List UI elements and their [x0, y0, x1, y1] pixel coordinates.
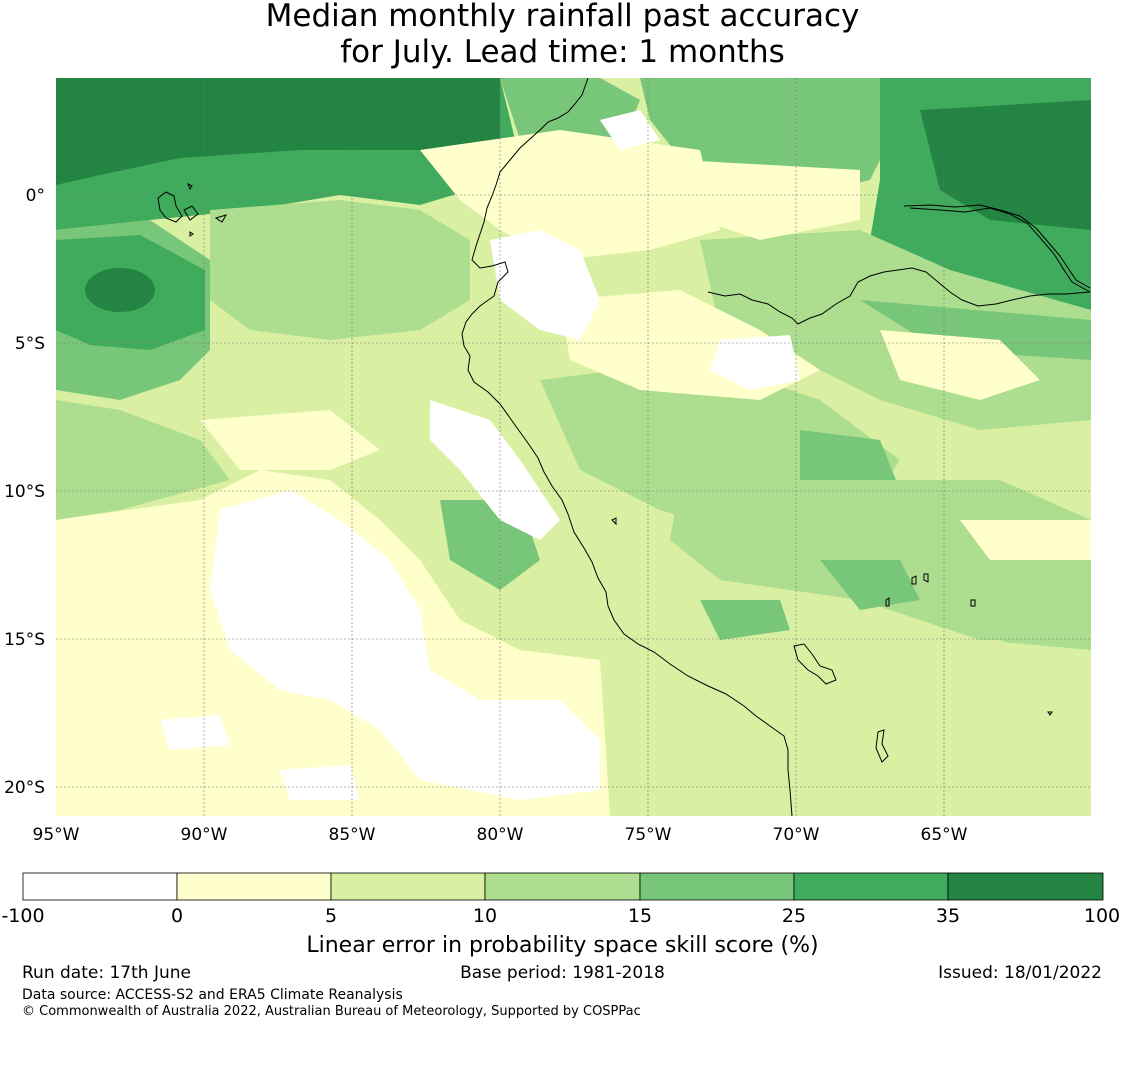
colorbar	[22, 872, 1104, 901]
river-lines	[707, 204, 1091, 325]
colorbar-tick: 10	[473, 905, 497, 927]
chart-title-line-2: for July. Lead time: 1 months	[340, 34, 785, 70]
lon-label: 65°W	[921, 825, 968, 845]
lat-label: 15°S	[4, 630, 45, 650]
colorbar-tick: 100	[1084, 905, 1120, 927]
colorbar-tick: 15	[628, 905, 652, 927]
lon-label: 95°W	[33, 825, 80, 845]
colorbar-segment	[176, 872, 332, 901]
skill-score-field	[56, 78, 1091, 816]
lon-label: 80°W	[477, 825, 524, 845]
chart-title-line-1: Median monthly rainfall past accuracy	[265, 0, 860, 34]
copyright: © Commonwealth of Australia 2022, Austra…	[22, 1004, 641, 1019]
colorbar-segment	[484, 872, 641, 901]
run-date: Run date: 17th June	[22, 963, 191, 983]
colorbar-ticks: -100 0 5 10 15 25 35 100	[1, 905, 1120, 927]
lat-label: 5°S	[15, 334, 45, 354]
colorbar-tick: 5	[325, 905, 337, 927]
colorbar-segment	[793, 872, 949, 901]
base-period: Base period: 1981-2018	[460, 963, 665, 983]
longitude-labels: 95°W 90°W 85°W 80°W 75°W 70°W 65°W	[33, 825, 968, 845]
lat-label: 20°S	[4, 778, 45, 798]
lon-label: 85°W	[329, 825, 376, 845]
lon-label: 70°W	[773, 825, 820, 845]
lat-label: 10°S	[4, 482, 45, 502]
map-gridlines	[56, 78, 1091, 816]
lon-label: 90°W	[181, 825, 228, 845]
lat-label: 0°	[26, 186, 45, 206]
colorbar-tick: 0	[171, 905, 183, 927]
latitude-labels: 0° 5°S 10°S 15°S 20°S	[4, 186, 45, 798]
colorbar-label: Linear error in probability space skill …	[306, 933, 819, 958]
colorbar-segment	[22, 872, 178, 901]
colorbar-tick: -100	[1, 905, 44, 927]
issued-date: Issued: 18/01/2022	[938, 963, 1102, 983]
data-source: Data source: ACCESS-S2 and ERA5 Climate …	[22, 987, 403, 1003]
colorbar-segment	[330, 872, 486, 901]
colorbar-segment	[947, 872, 1104, 901]
colorbar-tick: 25	[782, 905, 806, 927]
coastline	[461, 78, 793, 816]
colorbar-tick: 35	[936, 905, 960, 927]
islands-and-lakes	[157, 182, 1053, 763]
colorbar-segment	[639, 872, 795, 901]
lon-label: 75°W	[625, 825, 672, 845]
